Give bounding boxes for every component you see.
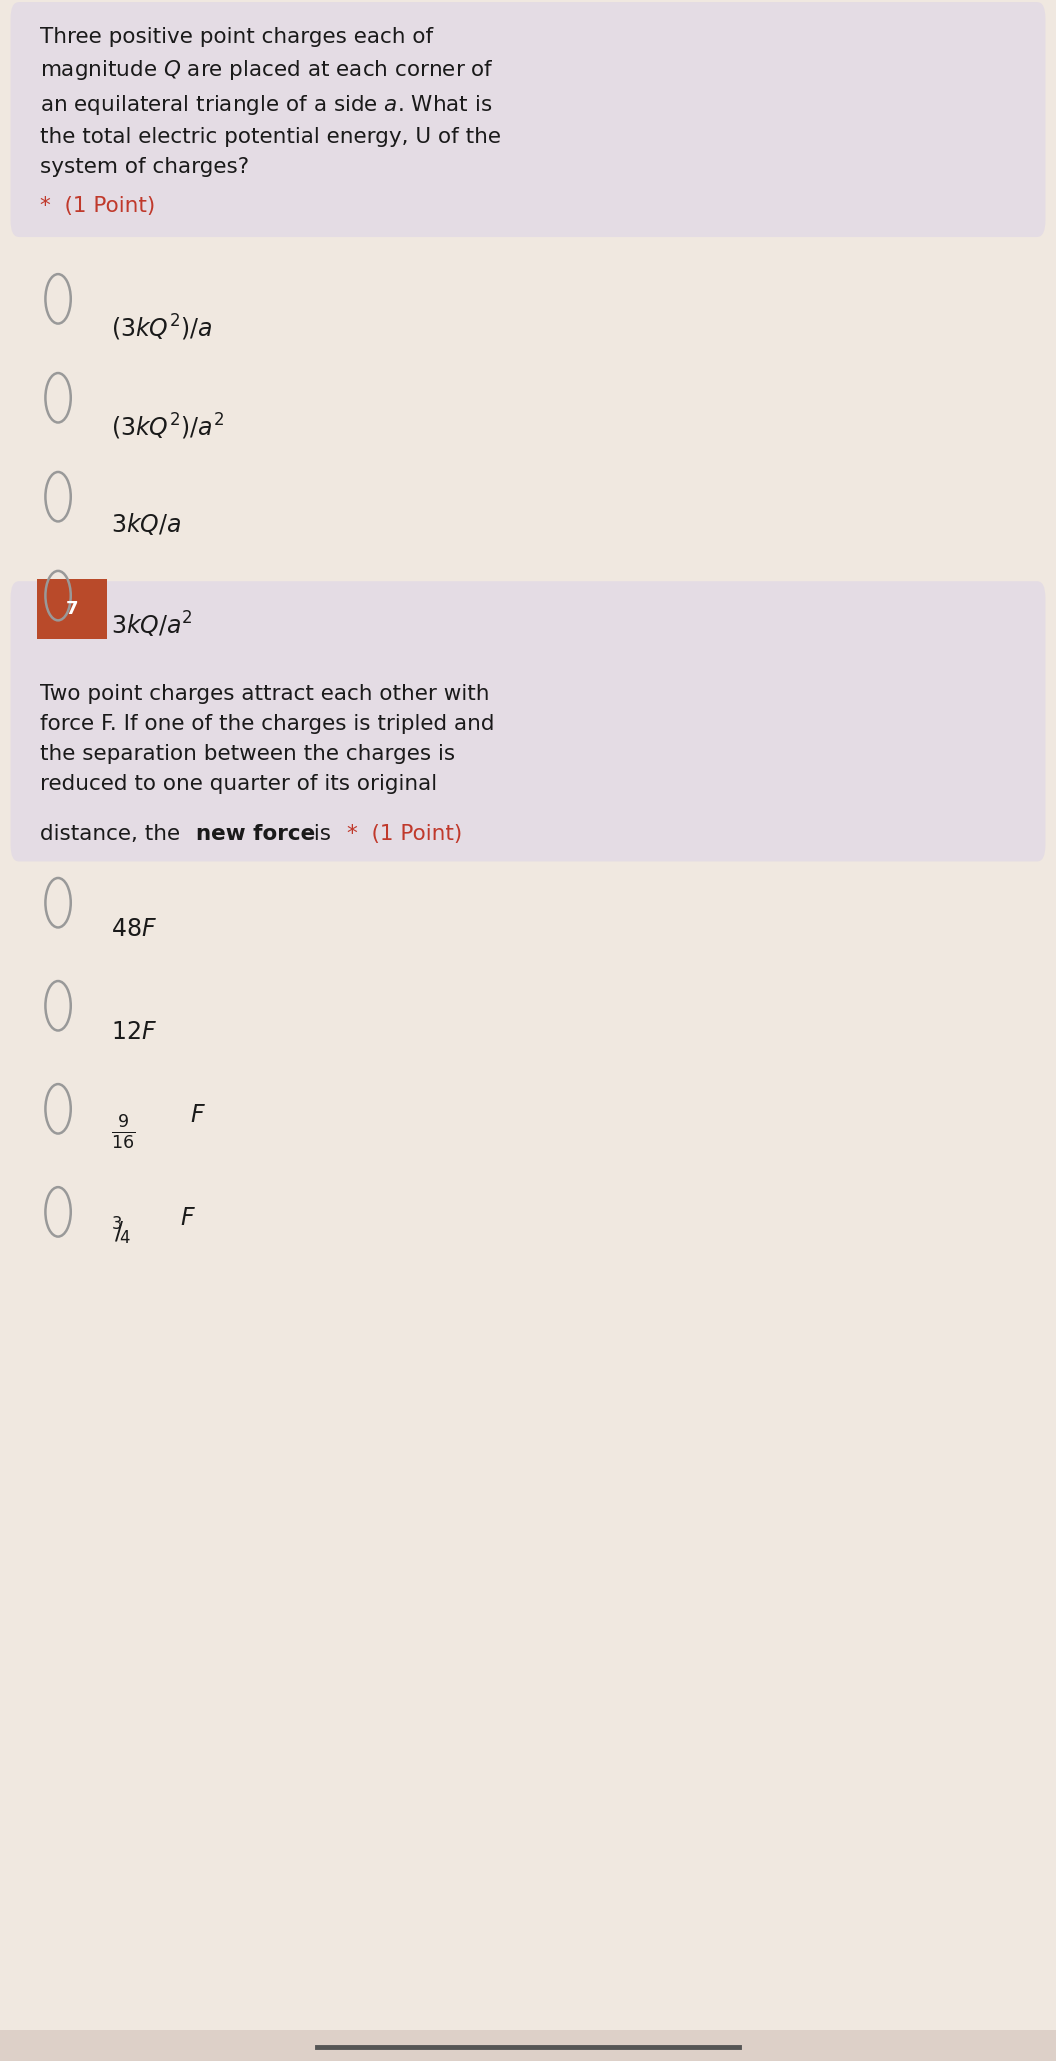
Text: is: is xyxy=(307,824,338,845)
Text: $^3\!\!/\!_4$: $^3\!\!/\!_4$ xyxy=(111,1216,131,1247)
Text: $48F$: $48F$ xyxy=(111,917,156,942)
Text: Three positive point charges each of
magnitude $Q$ are placed at each corner of
: Three positive point charges each of mag… xyxy=(40,27,502,177)
FancyBboxPatch shape xyxy=(37,579,107,639)
Text: distance, the: distance, the xyxy=(40,824,187,845)
Text: $F$: $F$ xyxy=(180,1206,195,1230)
Text: $3kQ/a$: $3kQ/a$ xyxy=(111,511,181,538)
FancyBboxPatch shape xyxy=(11,2,1045,237)
FancyBboxPatch shape xyxy=(11,581,1045,861)
Text: $3kQ/a^2$: $3kQ/a^2$ xyxy=(111,610,192,641)
Text: Two point charges attract each other with
force F. If one of the charges is trip: Two point charges attract each other wit… xyxy=(40,684,494,793)
Text: $12F$: $12F$ xyxy=(111,1020,156,1045)
Text: new force: new force xyxy=(196,824,316,845)
Text: *  (1 Point): * (1 Point) xyxy=(40,196,155,216)
FancyBboxPatch shape xyxy=(0,2030,1056,2061)
Text: $F$: $F$ xyxy=(190,1103,206,1127)
Text: $(3kQ^2)/a^2$: $(3kQ^2)/a^2$ xyxy=(111,412,224,443)
Text: 7: 7 xyxy=(65,600,78,618)
Text: $\frac{9}{16}$: $\frac{9}{16}$ xyxy=(111,1113,135,1150)
Text: *  (1 Point): * (1 Point) xyxy=(347,824,463,845)
Text: $(3kQ^2)/a$: $(3kQ^2)/a$ xyxy=(111,313,212,344)
